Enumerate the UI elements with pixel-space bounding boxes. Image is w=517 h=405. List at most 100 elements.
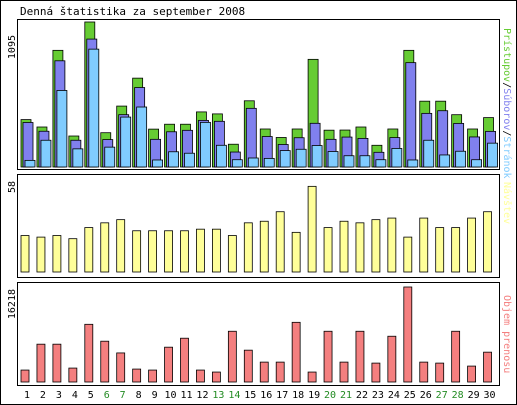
bar-navstev-day-25 <box>403 236 413 273</box>
bar-stranok-day-26 <box>423 139 435 168</box>
bar-navstev-day-12 <box>196 228 205 273</box>
bar-stranok-day-27 <box>439 154 451 168</box>
bar-stranok-day-10 <box>168 151 179 168</box>
bar-stranok-day-13 <box>215 144 227 168</box>
day-label-4: 4 <box>72 390 78 401</box>
bar-stranok-day-24 <box>391 148 403 168</box>
day-label-6: 6 <box>104 390 110 401</box>
bar-navstev-day-30 <box>483 211 492 273</box>
bar-objem-prenosu-day-1 <box>20 369 30 383</box>
bar-objem-prenosu-day-3 <box>52 343 62 383</box>
day-label-21: 21 <box>340 390 352 401</box>
bar-navstev-day-21 <box>339 220 349 273</box>
bar-stranok-day-29 <box>471 159 483 168</box>
bar-stranok-day-18 <box>295 148 307 168</box>
day-label-19: 19 <box>308 390 320 401</box>
bar-objem-prenosu-day-29 <box>467 365 477 383</box>
day-label-11: 11 <box>180 390 192 401</box>
legend-suborov: Súborov <box>501 88 513 130</box>
bar-navstev-day-28 <box>451 227 461 273</box>
day-label-17: 17 <box>276 390 288 401</box>
bar-navstev-day-20 <box>323 227 333 273</box>
traffic-bars <box>20 286 492 383</box>
day-label-10: 10 <box>165 390 177 401</box>
legend-objem-prenosu: Objem prenosu <box>501 295 512 373</box>
bar-stranok-day-14 <box>231 159 243 168</box>
bar-stranok-day-8 <box>136 106 148 168</box>
day-label-27: 27 <box>436 390 448 401</box>
bar-stranok-day-3 <box>56 90 68 168</box>
day-label-8: 8 <box>136 390 142 401</box>
bar-objem-prenosu-day-17 <box>275 361 285 383</box>
bar-objem-prenosu-day-26 <box>419 361 429 383</box>
bar-navstev-day-18 <box>291 231 301 273</box>
bar-navstev-day-2 <box>36 236 46 273</box>
bar-stranok-day-4 <box>72 148 84 168</box>
legend-stranok: Stránok <box>501 136 513 178</box>
bar-stranok-day-16 <box>263 157 275 168</box>
day-label-14: 14 <box>228 390 240 401</box>
legend-pristupov: Prístupov <box>501 28 513 82</box>
bar-objem-prenosu-day-8 <box>132 368 142 383</box>
legend-separator-1: / <box>501 82 512 88</box>
bar-objem-prenosu-day-23 <box>371 362 381 383</box>
bar-stranok-day-17 <box>279 150 291 168</box>
bar-objem-prenosu-day-5 <box>84 323 94 383</box>
day-label-30: 30 <box>484 390 496 401</box>
bar-navstev-day-1 <box>20 235 30 273</box>
bar-stranok-day-2 <box>40 139 52 168</box>
day-axis-labels: 1 2 3 4 5 6 7 8 9 10 11 12 13 14 15 16 17 18 19 20 21 22 23 24 2… <box>24 390 496 401</box>
bar-stranok-day-28 <box>455 150 467 168</box>
bar-objem-prenosu-day-28 <box>451 330 461 383</box>
day-label-20: 20 <box>324 390 336 401</box>
bar-stranok-day-5 <box>88 48 100 168</box>
day-label-29: 29 <box>468 390 480 401</box>
bar-stranok-day-30 <box>487 142 498 168</box>
hits-panel-frame <box>17 19 500 170</box>
bar-stranok-day-7 <box>120 116 132 168</box>
bar-objem-prenosu-day-6 <box>100 340 110 383</box>
day-label-15: 15 <box>244 390 256 401</box>
bar-stranok-day-23 <box>375 159 387 168</box>
bar-navstev-day-17 <box>275 211 285 273</box>
bar-stranok-day-21 <box>343 155 355 168</box>
bar-navstev-day-10 <box>164 230 173 273</box>
bar-objem-prenosu-day-7 <box>116 352 126 383</box>
day-label-24: 24 <box>388 390 400 401</box>
bar-objem-prenosu-day-22 <box>355 330 365 383</box>
legend-separator-2: / <box>501 130 512 136</box>
traffic-max-label: 16218 <box>7 289 18 319</box>
hits-max-label: 1095 <box>7 35 18 59</box>
bar-stranok-day-9 <box>152 159 164 168</box>
day-label-26: 26 <box>420 390 432 401</box>
visits-max-label: 58 <box>7 181 18 193</box>
bar-objem-prenosu-day-16 <box>259 361 269 383</box>
bar-objem-prenosu-day-12 <box>196 369 205 383</box>
bar-navstev-day-23 <box>371 219 381 273</box>
day-label-1: 1 <box>24 390 30 401</box>
bar-navstev-day-15 <box>243 222 253 273</box>
day-label-9: 9 <box>152 390 158 401</box>
bar-stranok-day-15 <box>247 157 259 168</box>
bar-navstev-day-7 <box>116 219 126 273</box>
bar-objem-prenosu-day-18 <box>291 321 301 383</box>
bar-objem-prenosu-day-27 <box>435 362 445 383</box>
bar-stranok-day-1 <box>24 159 36 168</box>
bar-navstev-day-24 <box>387 217 397 273</box>
bar-objem-prenosu-day-24 <box>387 335 397 383</box>
bar-navstev-day-27 <box>435 227 445 273</box>
bar-objem-prenosu-day-15 <box>243 349 253 383</box>
bar-objem-prenosu-day-2 <box>36 343 46 383</box>
bar-objem-prenosu-day-11 <box>180 337 189 383</box>
legend-navstev: Návštev <box>501 182 513 224</box>
day-label-16: 16 <box>260 390 272 401</box>
day-label-5: 5 <box>88 390 94 401</box>
day-label-3: 3 <box>56 390 62 401</box>
bar-stranok-day-20 <box>327 151 339 168</box>
bar-objem-prenosu-day-21 <box>339 361 349 383</box>
bar-stranok-day-6 <box>104 146 116 168</box>
bar-suborov-day-25 <box>405 62 417 168</box>
